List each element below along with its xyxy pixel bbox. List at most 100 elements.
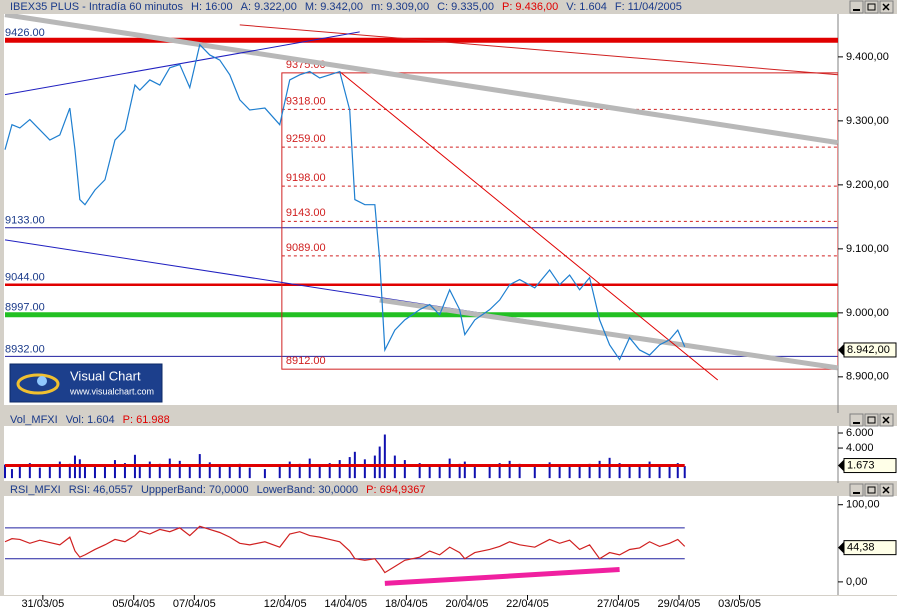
panel-title: Vol_MFXI bbox=[10, 414, 58, 426]
brand-url: www.visualchart.com bbox=[69, 386, 154, 396]
button-icon bbox=[867, 416, 876, 424]
button-icon bbox=[882, 486, 890, 494]
volume-bar bbox=[113, 460, 116, 479]
volume-bar bbox=[188, 464, 191, 479]
fibonacci-label: 9089.00 bbox=[286, 242, 326, 254]
plot-area bbox=[4, 434, 686, 479]
volume-bar bbox=[448, 458, 451, 479]
volume-bar bbox=[103, 465, 106, 479]
volume-bar bbox=[518, 463, 521, 479]
volume-bar bbox=[676, 463, 679, 479]
trendline bbox=[379, 297, 838, 371]
panel-info: P: 61.988 bbox=[123, 414, 170, 426]
x-tick-label: 05/04/05 bbox=[112, 598, 155, 610]
last-value-box bbox=[843, 458, 897, 474]
logo: Visual Chart www.visualchart.com bbox=[9, 363, 163, 403]
series-line bbox=[4, 525, 686, 574]
last-value-label: 1.673 bbox=[847, 459, 875, 471]
last-value-pointer bbox=[838, 541, 844, 554]
x-tick-label: 27/04/05 bbox=[597, 598, 640, 610]
last-value-label: 44,38 bbox=[847, 542, 875, 554]
volume-bar bbox=[683, 466, 686, 479]
volume-bar bbox=[508, 460, 511, 479]
volume-bar bbox=[438, 465, 441, 479]
volume-bar bbox=[208, 462, 211, 479]
volume-bar bbox=[218, 465, 221, 479]
volume-bar bbox=[463, 461, 466, 479]
fibonacci-label: 9143.00 bbox=[286, 207, 326, 219]
fibonacci-label: 8912.00 bbox=[286, 355, 326, 367]
panel-info: UppperBand: 70,0000 bbox=[141, 484, 249, 496]
panel-info: V: 1.604 bbox=[566, 1, 607, 13]
volume-bar bbox=[658, 464, 661, 479]
volume-bar bbox=[338, 460, 341, 479]
series-line bbox=[4, 43, 686, 361]
volume-bar bbox=[10, 469, 13, 479]
fibonacci-label: 9198.00 bbox=[286, 172, 326, 184]
level-label: 9133.00 bbox=[5, 215, 45, 227]
volume-bar bbox=[638, 466, 641, 479]
window-button bbox=[864, 413, 879, 427]
logo-box bbox=[9, 363, 163, 403]
brand-name: Visual Chart bbox=[70, 368, 141, 383]
volume-bar bbox=[228, 466, 231, 479]
fibonacci-label: 9318.00 bbox=[286, 95, 326, 107]
panel-title: IBEX35 PLUS - Intradía 60 minutos bbox=[10, 1, 184, 13]
level-label: 9044.00 bbox=[5, 272, 45, 284]
volume-bar bbox=[558, 466, 561, 479]
y-tick-label: 8.900,00 bbox=[846, 371, 889, 383]
volume-bar bbox=[498, 463, 501, 479]
trendline bbox=[4, 31, 360, 96]
panel-info: LowerBand: 30,0000 bbox=[257, 484, 359, 496]
volume-bar bbox=[668, 466, 671, 479]
volume-bar bbox=[578, 466, 581, 479]
plot-area bbox=[4, 525, 686, 586]
panel-info: H: 16:00 bbox=[191, 1, 233, 13]
x-tick-label: 07/04/05 bbox=[173, 598, 216, 610]
panel-info: P: 9.436,00 bbox=[502, 1, 558, 13]
level-label: 9426.00 bbox=[5, 27, 45, 39]
volume-bar bbox=[288, 461, 291, 479]
panel-info: A: 9.322,00 bbox=[241, 1, 297, 13]
last-value-pointer bbox=[838, 459, 844, 472]
volume-bar bbox=[138, 465, 141, 479]
volume-bar bbox=[178, 460, 181, 479]
x-tick-label: 12/04/05 bbox=[264, 598, 307, 610]
volume-bar bbox=[418, 463, 421, 479]
logo-icon bbox=[37, 376, 47, 386]
volume-bar bbox=[148, 461, 151, 479]
y-tick-label: 9.300,00 bbox=[846, 115, 889, 127]
volume-bar bbox=[328, 463, 331, 479]
volume-bar bbox=[598, 460, 601, 479]
trendline bbox=[239, 24, 838, 76]
logo-icon bbox=[16, 373, 60, 395]
volume-bar bbox=[48, 466, 51, 479]
panel-header bbox=[0, 0, 897, 13]
volume-bar bbox=[308, 458, 311, 479]
panel-info: C: 9.335,00 bbox=[437, 1, 494, 13]
panel-header bbox=[0, 413, 897, 426]
button-icon bbox=[867, 486, 876, 494]
volume-bar bbox=[278, 464, 281, 479]
volume-bar bbox=[548, 462, 551, 479]
volume-bar bbox=[4, 464, 6, 479]
panel-info: Vol: 1.604 bbox=[66, 414, 115, 426]
fibonacci-label: 9259.00 bbox=[286, 133, 326, 145]
volume-bar bbox=[38, 467, 41, 479]
volume-bar bbox=[568, 464, 571, 479]
volume-bar bbox=[473, 464, 476, 479]
y-tick-label: 100,00 bbox=[846, 499, 880, 511]
panel-info: P: 694,9367 bbox=[366, 484, 425, 496]
last-value-pointer bbox=[838, 343, 844, 356]
volume-bar bbox=[403, 460, 406, 479]
rsi-panel bbox=[4, 496, 838, 595]
x-tick-label: 31/03/05 bbox=[21, 598, 64, 610]
button-icon bbox=[867, 3, 876, 11]
volume-bar bbox=[123, 463, 126, 479]
panel-header bbox=[0, 483, 897, 496]
trendline bbox=[339, 71, 719, 381]
x-tick-label: 20/04/05 bbox=[446, 598, 489, 610]
volume-bar bbox=[648, 461, 651, 479]
button-icon bbox=[882, 3, 890, 11]
